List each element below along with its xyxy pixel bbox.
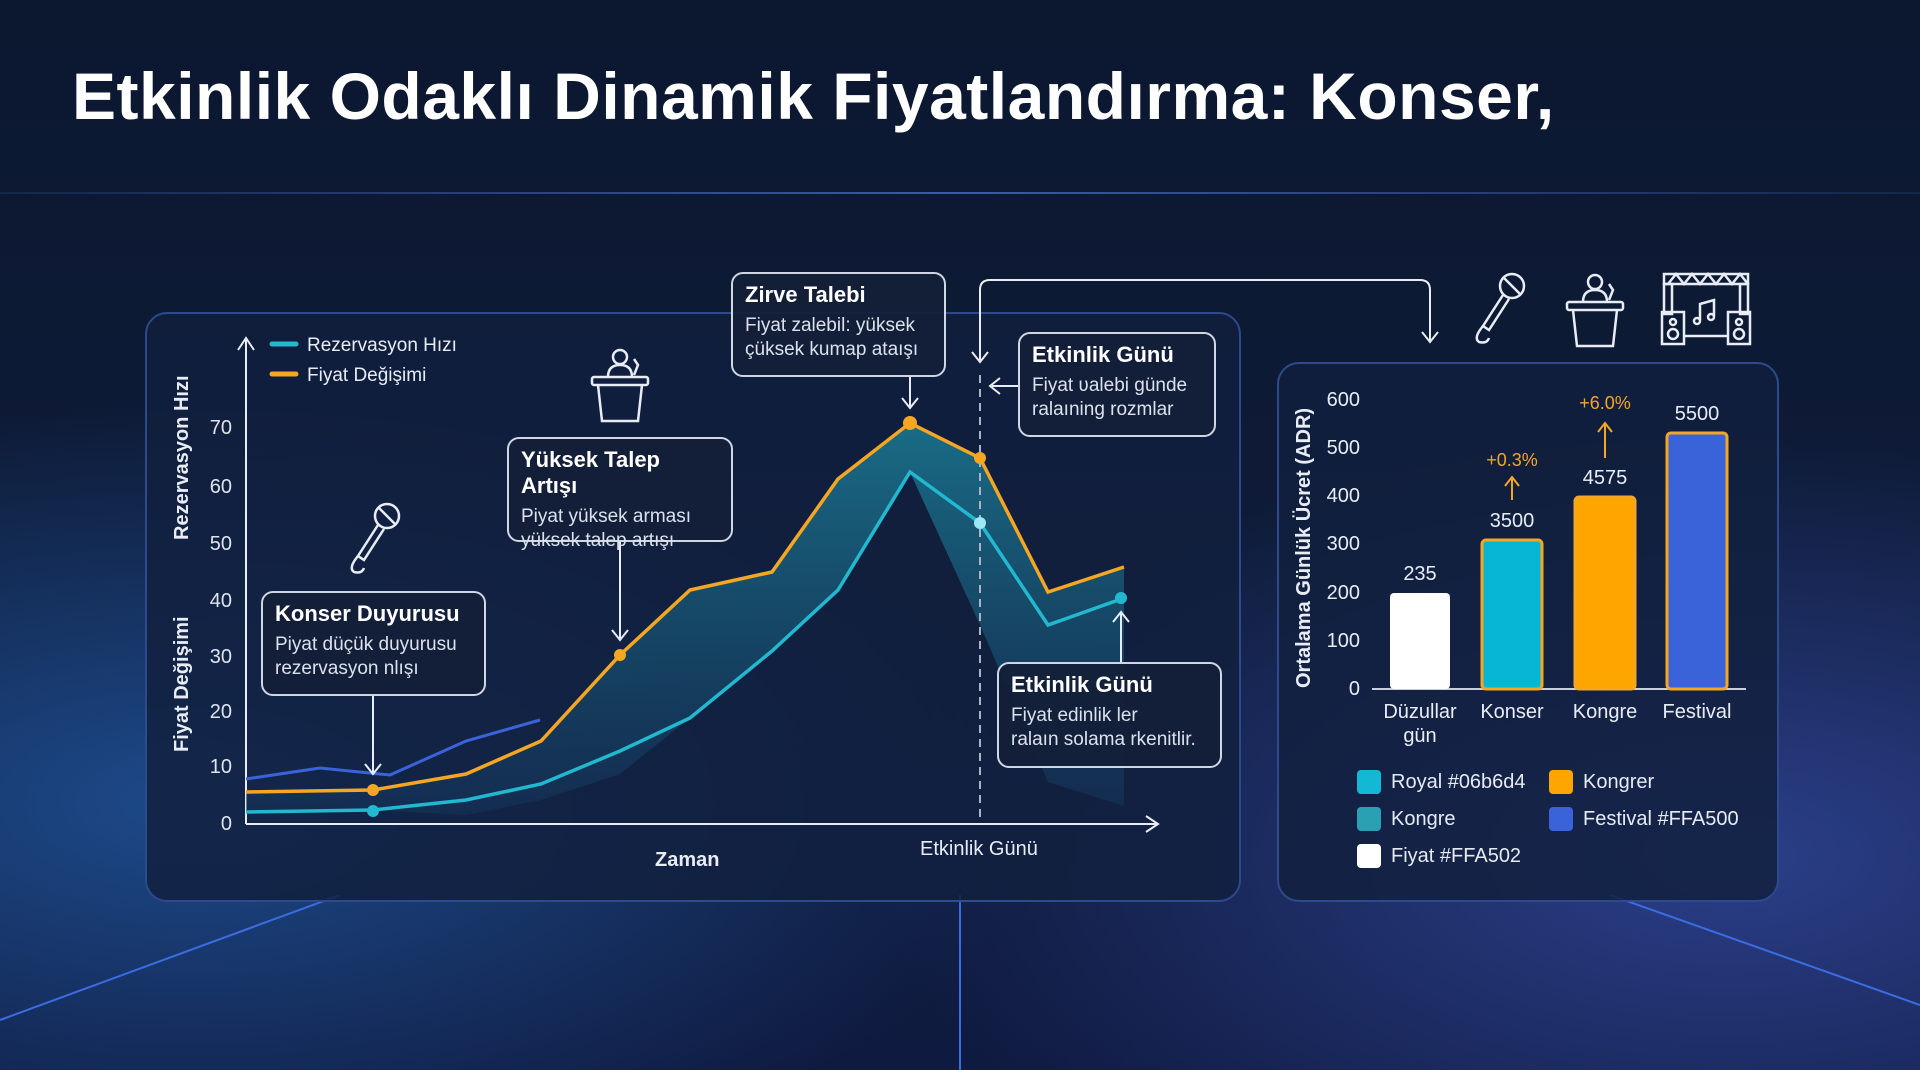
- legend-item-festival: Festival #FFA500: [1549, 807, 1739, 831]
- bar-y-axis-label: Ortalama Günlük Ücret (ADR): [1292, 408, 1315, 688]
- svg-text:30: 30: [210, 646, 232, 668]
- page-title: Etkinlik Odaklı Dinamik Fiyatlandırma: K…: [72, 59, 1555, 133]
- legend-item-royal: Royal #06b6d4: [1357, 770, 1526, 794]
- svg-text:Kongre: Kongre: [1573, 701, 1638, 723]
- svg-text:60: 60: [210, 476, 232, 498]
- legend-swatch: [1357, 770, 1381, 794]
- y-axis-label-top: Rezervasyon Hızı: [171, 375, 193, 540]
- legend-item-kongrer: Kongrer: [1549, 770, 1654, 794]
- svg-text:100: 100: [1327, 630, 1360, 652]
- svg-text:Fiyat Değişimi: Fiyat Değişimi: [307, 365, 426, 386]
- title-divider: [0, 192, 1920, 194]
- svg-text:3500: 3500: [1490, 510, 1535, 532]
- svg-text:600: 600: [1327, 389, 1360, 411]
- callout-zirve-talebi: Zirve Talebi Fiyat zalebil: yüksek çükse…: [731, 272, 946, 377]
- svg-text:+6.0%: +6.0%: [1579, 393, 1631, 413]
- svg-text:Festival: Festival: [1663, 701, 1732, 723]
- legend-swatch: [1357, 807, 1381, 831]
- svg-text:50: 50: [210, 533, 232, 555]
- legend-item-fiyat: Fiyat #FFA502: [1357, 844, 1521, 868]
- svg-text:5500: 5500: [1675, 403, 1720, 425]
- legend-item-kongre: Kongre: [1357, 807, 1456, 831]
- svg-text:400: 400: [1327, 485, 1360, 507]
- svg-text:+0.3%: +0.3%: [1486, 450, 1538, 470]
- svg-text:0: 0: [221, 813, 232, 835]
- svg-text:gün: gün: [1403, 725, 1436, 747]
- floor-decoration: [0, 895, 1920, 1070]
- x-axis-label: Zaman: [655, 849, 719, 871]
- svg-text:0: 0: [1349, 678, 1360, 700]
- bar-duzullar: [1390, 593, 1450, 689]
- callout-etkinlik-gunu-top: Etkinlik Günü Fiyat ʋalebi günde ralaıni…: [1018, 332, 1216, 437]
- callout-yuksek-talep: Yüksek Talep Artışı Piyat yüksek arması …: [507, 437, 733, 551]
- svg-text:70: 70: [210, 417, 232, 439]
- event-day-label: Etkinlik Günü: [920, 838, 1038, 860]
- callout-etkinlik-gunu-bottom: Etkinlik Günü Fiyat edinlik ler ralaın s…: [997, 662, 1222, 768]
- podium-icon: [1565, 273, 1625, 348]
- y-axis-label-bottom: Fiyat Değişimi: [171, 616, 193, 752]
- microphone-icon: [1475, 272, 1526, 344]
- svg-text:Rezervasyon Hızı: Rezervasyon Hızı: [307, 335, 457, 356]
- svg-text:40: 40: [210, 590, 232, 612]
- callout-konser-duyurusu: Konser Duyurusu Piyat düçük duyurusu rez…: [261, 591, 486, 696]
- svg-text:Düzullar: Düzullar: [1383, 701, 1457, 723]
- svg-text:4575: 4575: [1583, 467, 1628, 489]
- svg-text:Konser: Konser: [1480, 701, 1544, 723]
- legend-swatch: [1549, 807, 1573, 831]
- bar-kongre: [1573, 495, 1637, 691]
- legend-swatch: [1549, 770, 1573, 794]
- microphone-icon: [350, 502, 401, 574]
- svg-text:500: 500: [1327, 437, 1360, 459]
- svg-text:20: 20: [210, 701, 232, 723]
- svg-text:300: 300: [1327, 533, 1360, 555]
- bar-festival: [1665, 431, 1729, 691]
- svg-text:235: 235: [1403, 563, 1436, 585]
- svg-text:10: 10: [210, 756, 232, 778]
- svg-text:200: 200: [1327, 582, 1360, 604]
- legend-swatch: [1357, 844, 1381, 868]
- festival-stage-icon: [1660, 271, 1752, 346]
- podium-icon: [590, 348, 650, 423]
- bar-konser: [1480, 538, 1544, 691]
